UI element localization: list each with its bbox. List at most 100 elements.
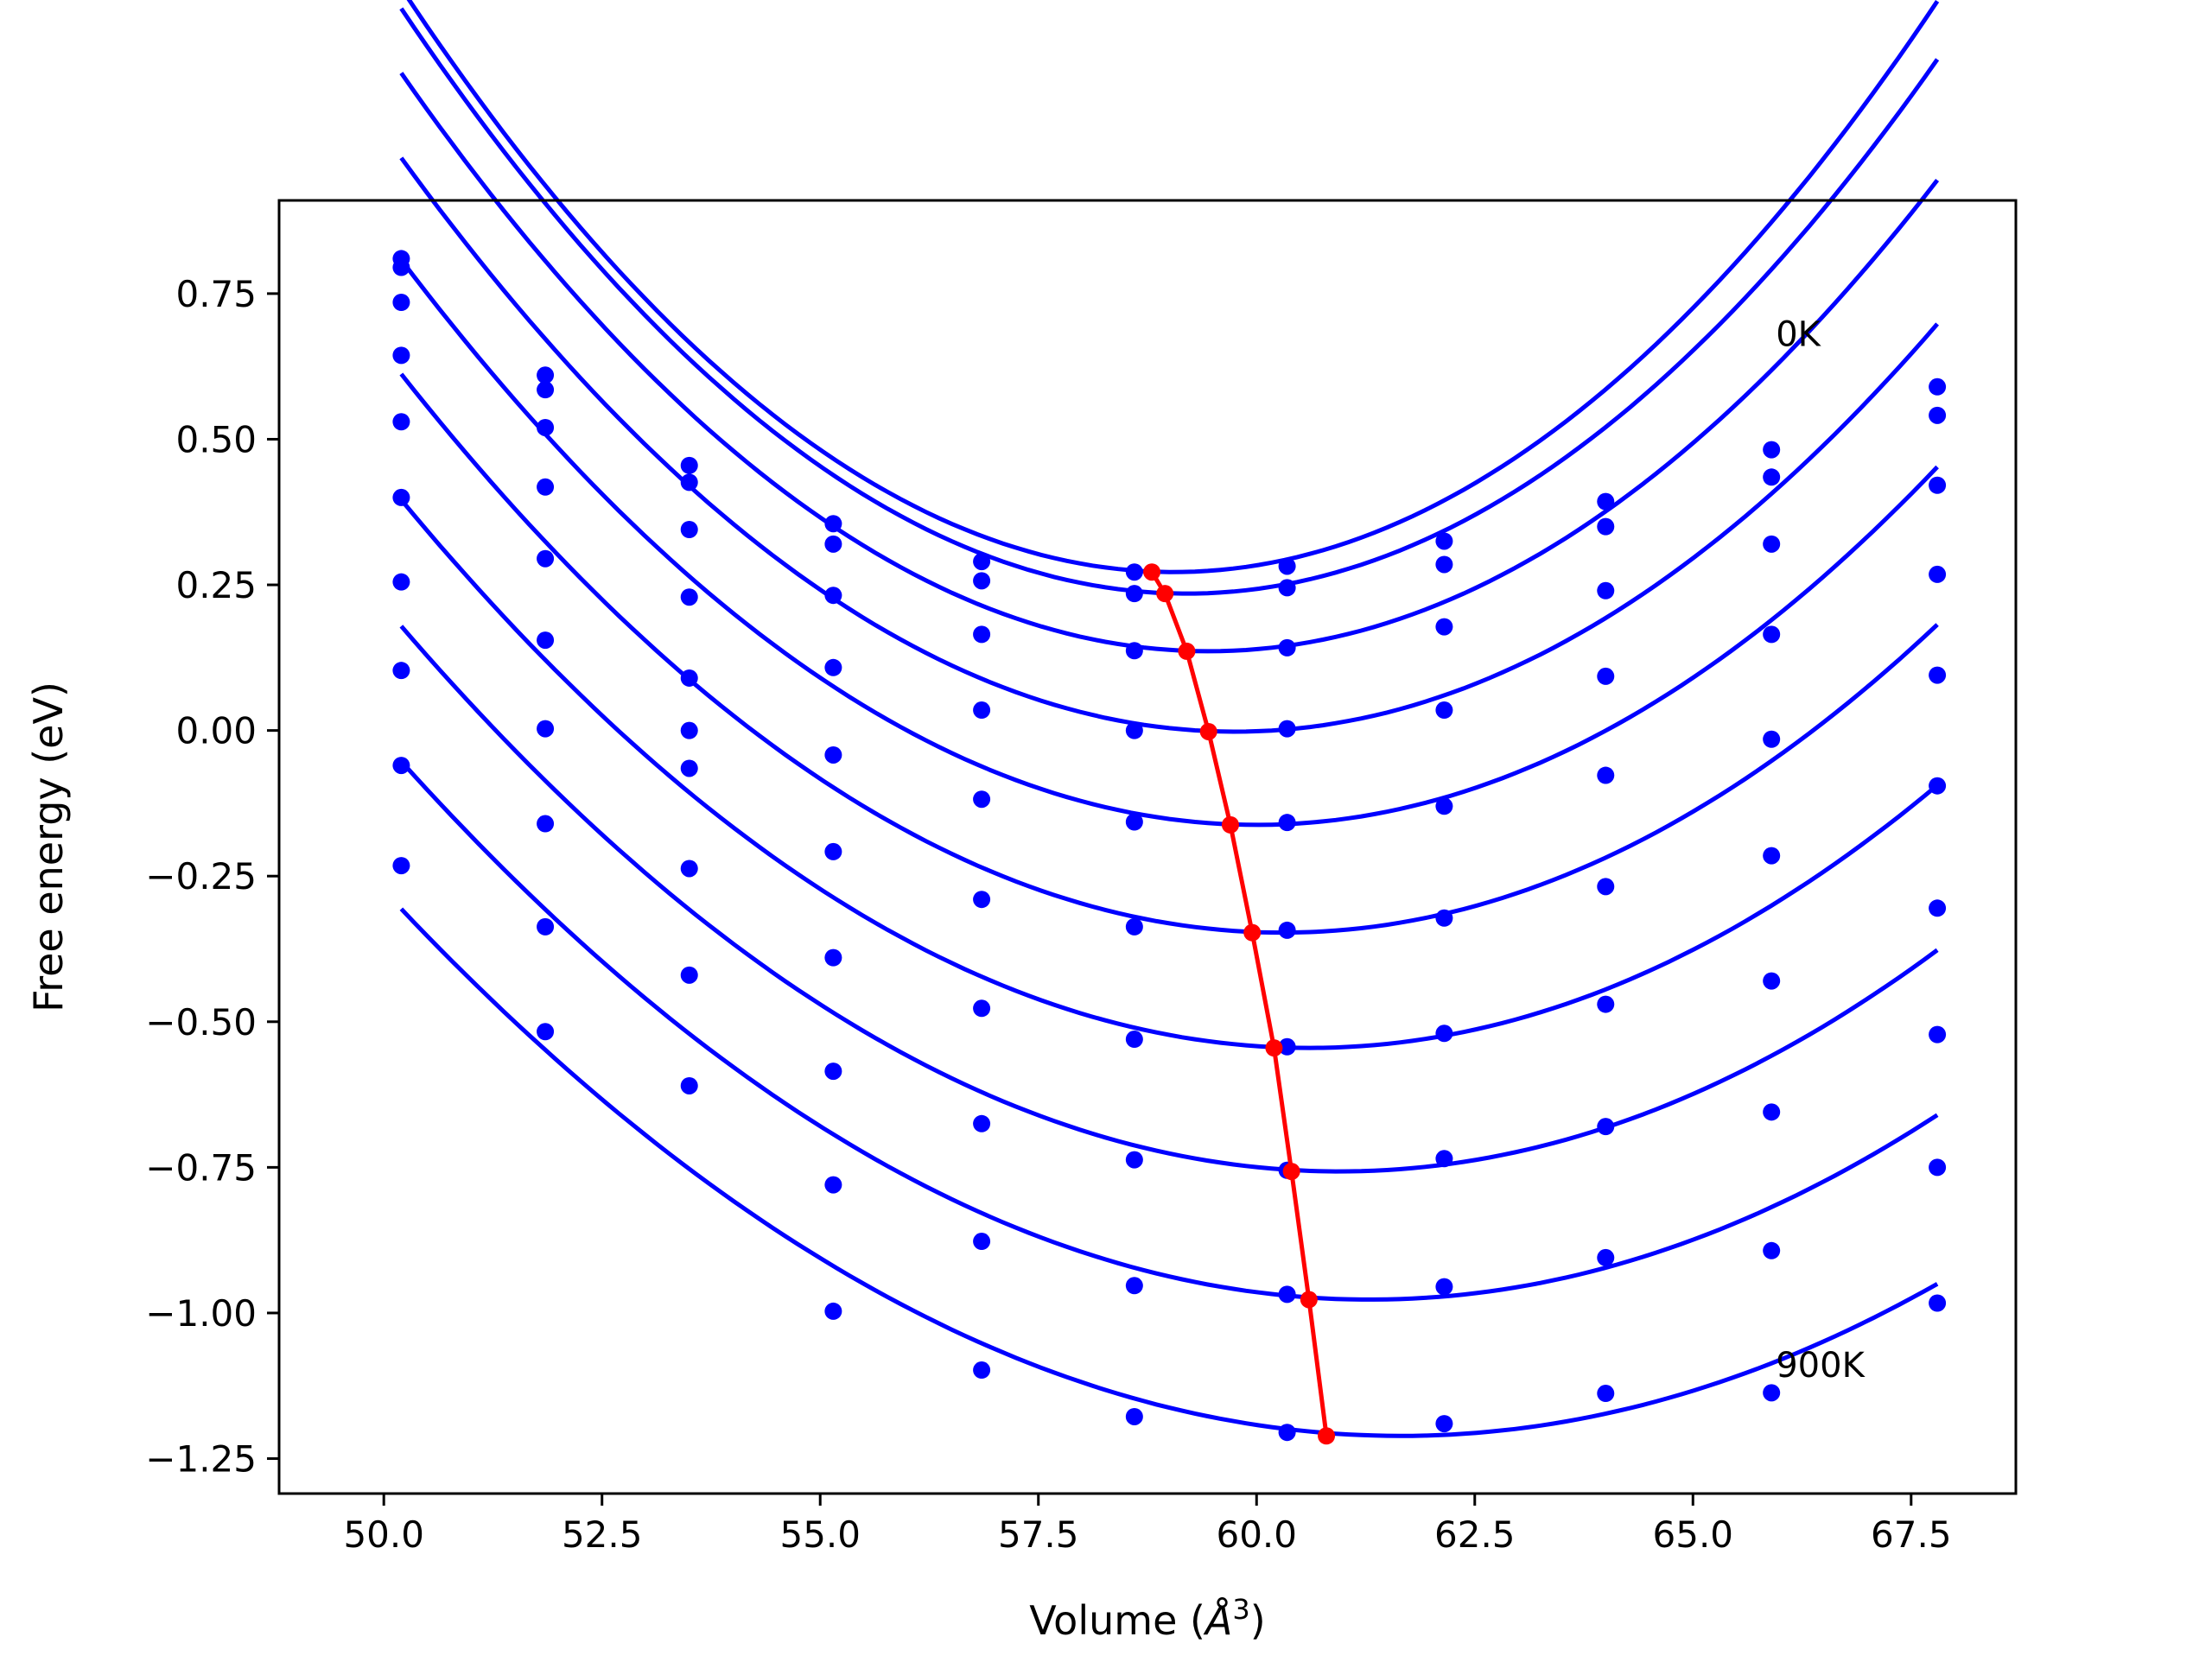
data-point: [1763, 847, 1781, 865]
fit-curve-10: [399, 907, 1939, 1438]
y-axis: −1.25 −1.00 −0.75 −0.50 −0.25 0.00 0.25 0.50 0.7…: [145, 273, 279, 1481]
data-point: [1763, 972, 1781, 990]
fit-curve-9: [399, 759, 1939, 1302]
fit-curve-3: [399, 72, 1940, 654]
data-point: [1929, 476, 1947, 494]
x-tick-label: 65.0: [1653, 1513, 1734, 1556]
minimum-point: [1156, 585, 1174, 603]
data-point: [824, 948, 842, 967]
data-point: [1435, 555, 1453, 574]
data-point: [973, 701, 991, 720]
x-axis-label-symbol: Å: [1203, 1597, 1232, 1644]
data-point: [1597, 1385, 1615, 1403]
data-point: [973, 625, 991, 644]
data-point: [1125, 1151, 1143, 1169]
x-tick-label: 60.0: [1216, 1513, 1297, 1556]
minimum-point: [1243, 923, 1262, 942]
data-point: [1125, 585, 1143, 603]
data-point: [973, 891, 991, 909]
y-tick-label: −0.75: [145, 1146, 257, 1189]
x-tick-label: 50.0: [343, 1513, 424, 1556]
data-point: [1597, 1248, 1615, 1266]
data-point: [537, 549, 555, 568]
data-point: [1125, 721, 1143, 739]
data-point: [1929, 666, 1947, 684]
data-point: [1278, 814, 1296, 832]
data-point: [537, 366, 555, 384]
y-tick-label: −0.50: [145, 1001, 257, 1044]
data-point: [824, 658, 842, 676]
x-tick-label: 52.5: [562, 1513, 643, 1556]
data-point: [1435, 618, 1453, 636]
data-point: [392, 413, 410, 431]
data-point: [1763, 730, 1781, 748]
data-point: [1435, 797, 1453, 815]
fit-curve-7: [399, 498, 1939, 1050]
y-tick-label: −1.25: [145, 1438, 257, 1481]
minima-series: [1143, 563, 1336, 1445]
data-point: [1278, 1424, 1296, 1442]
y-tick-label: 0.75: [175, 273, 257, 315]
data-point: [680, 473, 698, 492]
series-9: [392, 757, 1947, 1304]
data-point: [392, 573, 410, 591]
data-point: [1929, 565, 1947, 583]
data-point: [392, 757, 410, 775]
data-point: [680, 759, 698, 777]
fit-curve-6: [399, 372, 1939, 936]
fit-curve-5: [399, 258, 1939, 828]
data-point: [824, 745, 842, 764]
data-point: [1597, 878, 1615, 896]
data-point: [537, 631, 555, 650]
data-point: [824, 535, 842, 553]
data-point: [1125, 917, 1143, 936]
y-tick-label: −1.00: [145, 1292, 257, 1335]
data-point: [973, 1361, 991, 1380]
data-point: [392, 346, 410, 365]
data-point: [537, 720, 555, 738]
data-point: [537, 478, 555, 496]
data-point: [1929, 899, 1947, 917]
data-point: [973, 1114, 991, 1132]
data-point: [392, 857, 410, 875]
data-point: [680, 860, 698, 878]
data-point: [680, 721, 698, 739]
data-point: [1597, 581, 1615, 599]
data-point: [1125, 1277, 1143, 1295]
y-tick-label: 0.25: [175, 564, 257, 606]
data-point: [1435, 1278, 1453, 1296]
data-point: [680, 966, 698, 984]
y-tick-label: 0.50: [175, 418, 257, 460]
data-point: [1278, 921, 1296, 939]
series-10: [392, 857, 1947, 1442]
series-4: [392, 156, 1947, 739]
minimum-point: [1143, 563, 1161, 581]
data-point: [1125, 563, 1143, 581]
data-point: [1763, 535, 1781, 553]
data-point: [680, 588, 698, 606]
x-axis-label-prefix: Volume (: [1029, 1597, 1205, 1644]
data-point: [1125, 1407, 1143, 1425]
data-point: [680, 1076, 698, 1094]
data-point: [1278, 1285, 1296, 1304]
fit-curve-4: [399, 156, 1939, 734]
minimum-point: [1178, 642, 1196, 660]
x-tick-label: 67.5: [1871, 1513, 1952, 1556]
data-point: [1763, 468, 1781, 486]
data-point: [824, 1063, 842, 1081]
data-point: [392, 294, 410, 312]
data-point: [1278, 720, 1296, 738]
data-point: [1929, 1294, 1947, 1312]
data-point: [537, 1023, 555, 1041]
data-point: [973, 572, 991, 590]
data-point: [1763, 1103, 1781, 1121]
data-point: [537, 815, 555, 833]
data-point: [1435, 1415, 1453, 1433]
series-8: [392, 625, 1947, 1179]
data-point: [1929, 1158, 1947, 1177]
minimum-point: [1221, 815, 1239, 834]
data-point: [1597, 766, 1615, 784]
data-point: [1435, 909, 1453, 927]
data-point: [1278, 1037, 1296, 1056]
data-point: [1763, 625, 1781, 644]
